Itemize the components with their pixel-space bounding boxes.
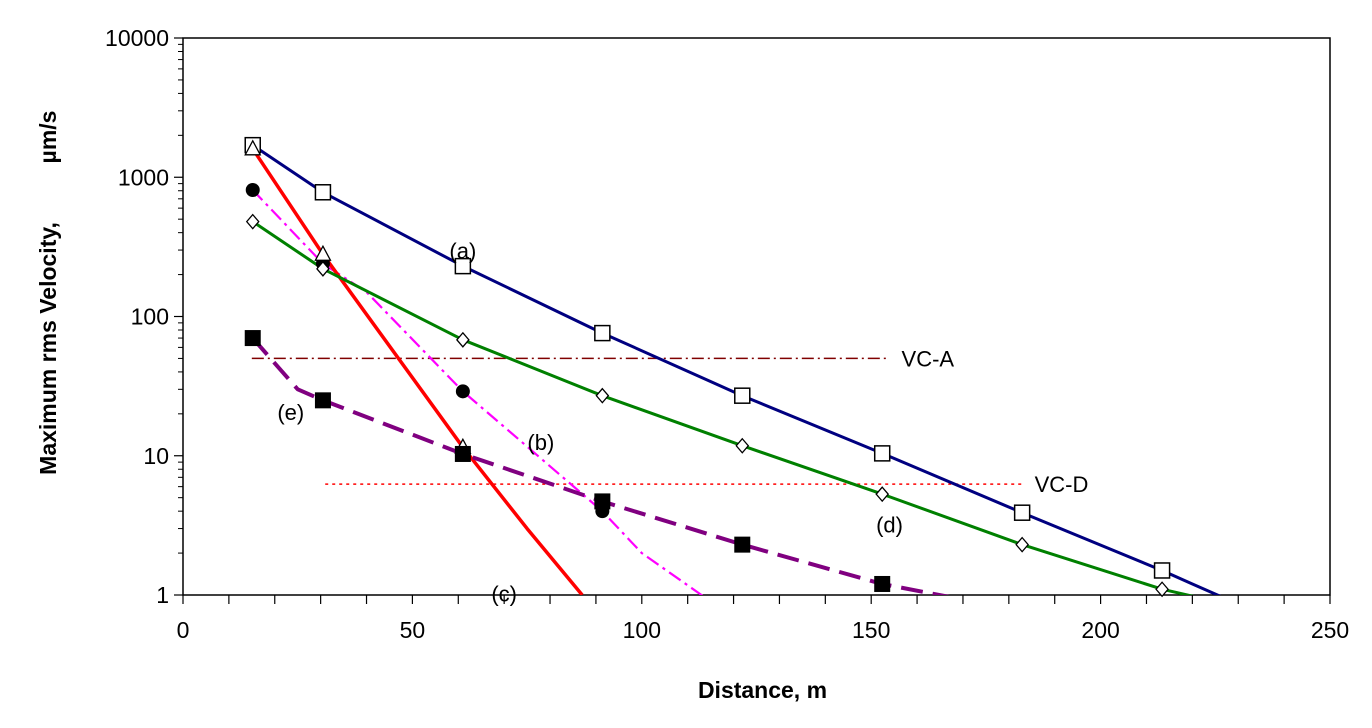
series-markers [244, 136, 1171, 598]
data-point-square-open [873, 445, 891, 462]
series-annotation: (d) [876, 513, 903, 538]
data-point-square-filled [244, 330, 261, 347]
data-point-diamond [245, 213, 260, 230]
data-point-square-open [1013, 504, 1031, 521]
x-tick-label: 100 [623, 617, 661, 643]
y-tick-label: 100 [131, 304, 169, 330]
data-point-square-open [454, 257, 472, 275]
axes: 0 50 100 150 200 250 1 10 100 1000 10000 Distance, … [35, 25, 1349, 703]
data-point-square-open [594, 324, 611, 342]
data-point-triangle [314, 244, 332, 261]
y-tick-label: 1000 [118, 164, 169, 190]
series-annotation: (a) [449, 239, 476, 264]
reference-line-label: VC-D [1035, 472, 1089, 497]
x-tick-label: 0 [177, 617, 190, 643]
data-point-square-open [1153, 562, 1171, 579]
plot-frame [182, 37, 1331, 596]
data-point-diamond [1155, 581, 1169, 598]
data-point-diamond [735, 437, 750, 454]
series-line [251, 147, 584, 595]
x-tick-label: 50 [400, 617, 426, 643]
data-point-square-filled [874, 575, 891, 592]
y-tick-label: 10 [143, 443, 169, 469]
series-line [251, 336, 951, 595]
data-point-circle [455, 384, 470, 399]
y-axis-unit: µm/s [35, 111, 61, 164]
y-axis-title: Maximum rms Velocity, [35, 222, 61, 475]
series-annotation: (e) [277, 400, 304, 425]
data-point-square-open [734, 387, 751, 404]
series-line [251, 220, 1195, 595]
annotations: (a) (b) (c) (d) (e) [277, 239, 903, 607]
series-annotation: (b) [527, 430, 554, 455]
data-point-square-filled [454, 445, 471, 462]
data-point-square-open [314, 184, 332, 201]
x-tick-label: 250 [1311, 617, 1349, 643]
data-point-diamond [1015, 536, 1030, 553]
data-point-circle [245, 182, 260, 197]
series-line [251, 143, 1222, 595]
data-point-square-filled [594, 493, 611, 510]
data-point-diamond [875, 486, 890, 503]
y-tick-label: 10000 [105, 25, 169, 51]
series-annotation: (c) [491, 581, 517, 606]
series-lines [251, 143, 1222, 595]
reference-line-label: VC-A [902, 346, 955, 371]
data-point-diamond [316, 260, 330, 277]
x-tick-label: 200 [1081, 617, 1119, 643]
y-tick-label: 1 [156, 582, 169, 608]
x-tick-label: 150 [852, 617, 890, 643]
reference-lines: VC-A VC-D [251, 346, 1089, 497]
x-axis-title: Distance, m [698, 677, 827, 703]
data-point-triangle [244, 139, 262, 156]
data-point-square-filled [734, 536, 751, 553]
data-point-square-filled [314, 392, 331, 409]
data-point-diamond [456, 331, 470, 348]
data-point-diamond [595, 387, 610, 404]
